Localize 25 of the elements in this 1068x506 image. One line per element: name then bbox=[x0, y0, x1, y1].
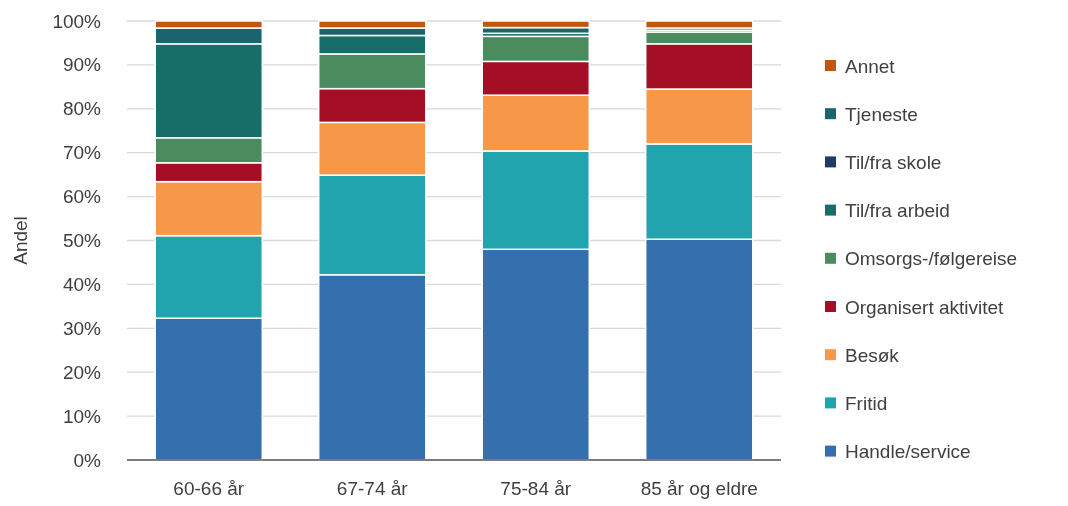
y-tick-label: 100% bbox=[52, 10, 102, 32]
x-tick-label: 60-66 år bbox=[173, 478, 245, 500]
y-tick-label: 10% bbox=[62, 405, 102, 427]
y-tick-label: 60% bbox=[62, 186, 102, 208]
y-tick-label: 30% bbox=[62, 317, 102, 339]
x-tick-label: 75-84 år bbox=[500, 478, 572, 500]
y-tick-label: 40% bbox=[62, 273, 102, 295]
legend-label: Omsorgs-/følgereise bbox=[845, 248, 1018, 270]
legend-label: Besøk bbox=[845, 344, 900, 366]
legend-label: Til/fra skole bbox=[845, 152, 942, 174]
legend-label: Fritid bbox=[845, 393, 888, 415]
x-tick-label: 85 år og eldre bbox=[640, 478, 758, 500]
y-tick-label: 20% bbox=[62, 361, 102, 383]
y-tick-label: 90% bbox=[62, 54, 102, 76]
y-tick-label: 0% bbox=[73, 449, 102, 471]
y-tick-label: 50% bbox=[62, 230, 102, 252]
y-tick-label: 80% bbox=[62, 98, 102, 120]
legend-label: Annet bbox=[845, 55, 896, 77]
legend-label: Til/fra arbeid bbox=[845, 200, 950, 222]
y-tick-label: 70% bbox=[62, 142, 102, 164]
x-tick-label: 67-74 år bbox=[336, 478, 409, 500]
legend-label: Handle/service bbox=[845, 441, 971, 463]
legend-label: Tjeneste bbox=[845, 103, 918, 125]
legend-label: Organisert aktivitet bbox=[845, 296, 1005, 318]
y-axis-title: Andel bbox=[10, 216, 31, 265]
